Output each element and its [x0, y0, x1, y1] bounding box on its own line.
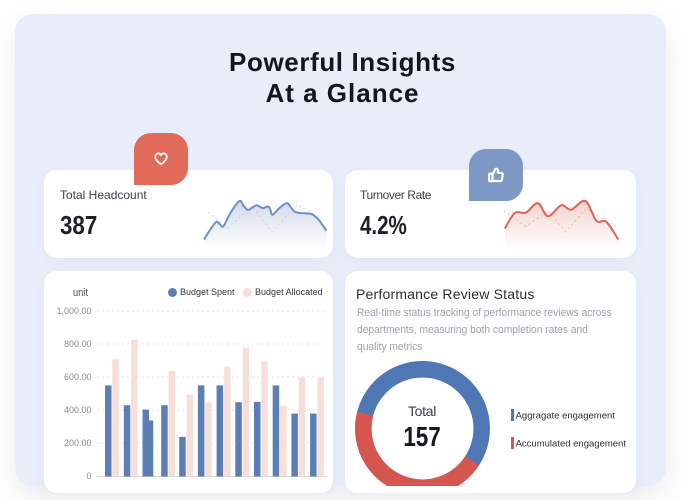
svg-text:600.00: 600.00 [64, 372, 92, 382]
svg-text:1,000.00: 1,000.00 [56, 306, 91, 316]
svg-text:200.00: 200.00 [64, 438, 92, 448]
svg-text:0: 0 [86, 471, 91, 481]
svg-text:400.00: 400.00 [64, 405, 92, 415]
svg-text:800.00: 800.00 [64, 339, 92, 349]
